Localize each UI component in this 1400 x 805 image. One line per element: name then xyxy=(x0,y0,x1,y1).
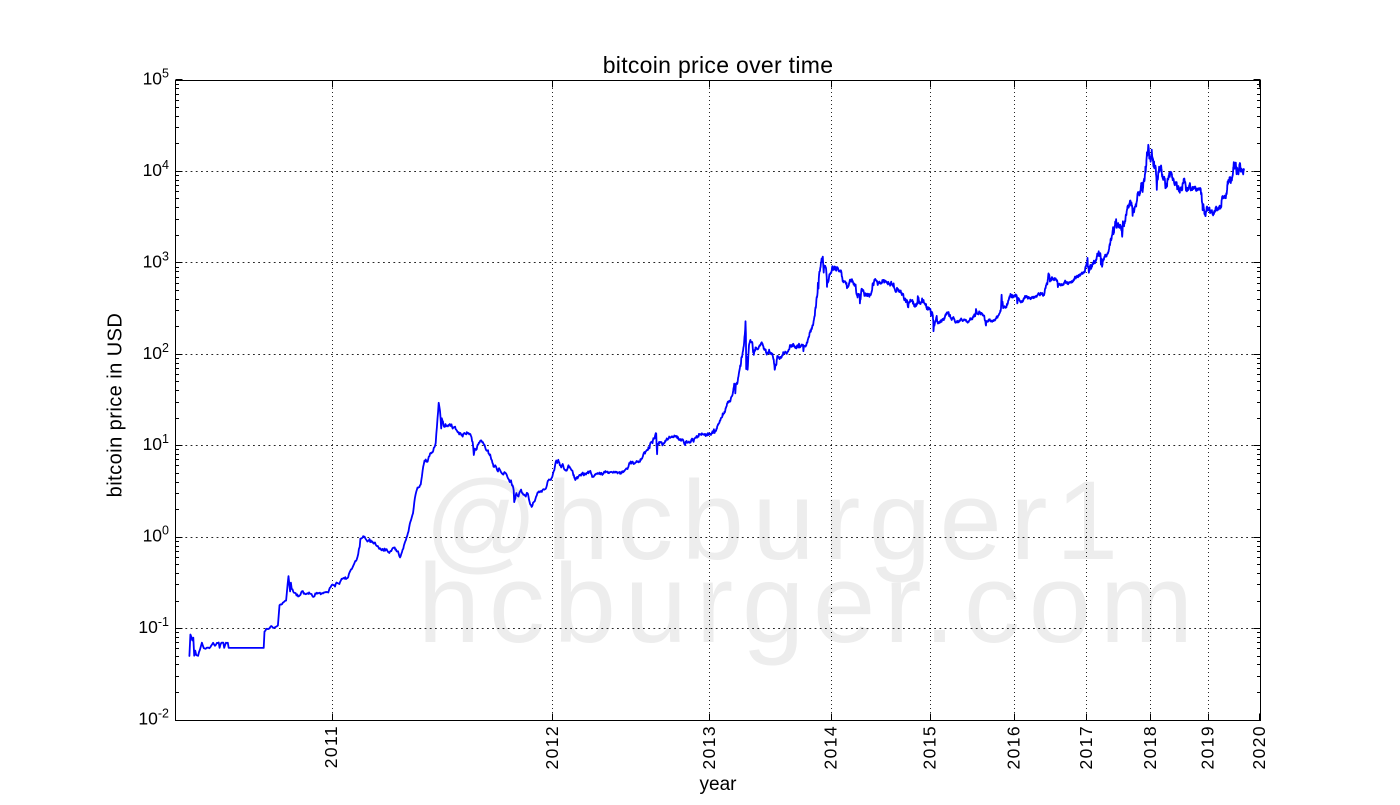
svg-text:2018: 2018 xyxy=(1140,725,1160,770)
svg-text:@hcburger1: @hcburger1 xyxy=(425,458,1127,583)
svg-text:year: year xyxy=(700,774,738,795)
svg-text:2015: 2015 xyxy=(920,725,940,770)
svg-text:2013: 2013 xyxy=(699,725,719,770)
svg-text:2016: 2016 xyxy=(1003,725,1023,770)
svg-text:2017: 2017 xyxy=(1076,725,1096,770)
svg-text:2014: 2014 xyxy=(820,725,840,770)
svg-text:bitcoin price over time: bitcoin price over time xyxy=(603,52,834,78)
svg-text:2012: 2012 xyxy=(542,725,562,770)
svg-text:hcburger.com: hcburger.com xyxy=(418,541,1202,666)
svg-text:2020: 2020 xyxy=(1249,725,1269,770)
svg-text:2011: 2011 xyxy=(321,725,341,768)
svg-text:2019: 2019 xyxy=(1197,725,1217,770)
svg-text:bitcoin price in USD: bitcoin price in USD xyxy=(105,313,127,498)
